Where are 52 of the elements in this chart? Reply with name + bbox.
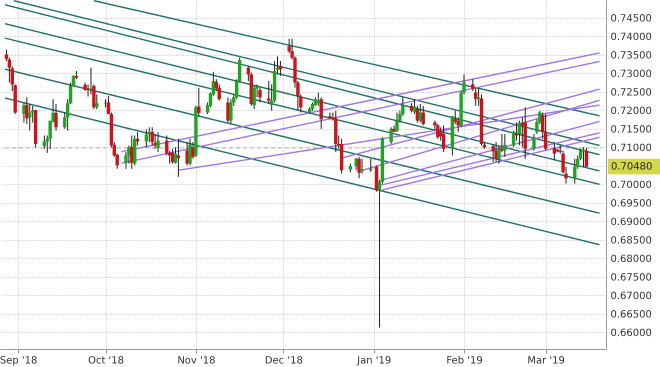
candlestick [518, 120, 522, 146]
candlestick [95, 94, 99, 110]
y-tick-label: 0.68000 [610, 254, 652, 265]
candlestick [229, 98, 233, 124]
y-tick-label: 0.72000 [610, 106, 652, 117]
candlestick [136, 132, 140, 146]
y-tick-label: 0.66000 [610, 328, 652, 339]
candlestick [544, 113, 548, 152]
candlestick [130, 134, 134, 170]
y-tick-label: 0.71000 [610, 142, 652, 154]
candlestick [584, 148, 588, 168]
x-tick-label: Mar '19 [527, 356, 565, 366]
x-tick-label: Nov '18 [177, 356, 216, 366]
y-tick-label: 0.70000 [610, 180, 652, 191]
candlestick [28, 103, 32, 132]
candlestick [188, 138, 192, 166]
candlestick [176, 138, 180, 178]
candlestick [150, 126, 154, 146]
x-tick-label: Jan '19 [356, 356, 392, 366]
candlestick [573, 158, 576, 184]
y-tick-label: 0.73500 [610, 50, 652, 62]
y-tick-label: 0.67500 [610, 272, 652, 284]
candlestick [436, 123, 440, 140]
candlestick [360, 158, 364, 174]
candlestick [144, 129, 148, 148]
y-tick-label: 0.66500 [610, 309, 652, 320]
candlestick [503, 133, 507, 158]
x-tick-label: Sep '18 [0, 356, 38, 366]
candlestick [552, 142, 556, 161]
y-tick-label: 0.74500 [610, 13, 652, 24]
candlestick [491, 143, 495, 163]
candlestick [278, 60, 282, 76]
y-tick-label: 0.68500 [610, 235, 652, 246]
candlestick [389, 126, 393, 144]
candlestick [42, 134, 46, 150]
y-tick-label: 0.71500 [610, 124, 652, 136]
candlestick [320, 96, 323, 130]
x-tick-label: Feb '19 [446, 356, 483, 366]
y-tick-label: 0.69000 [610, 216, 652, 228]
y-tick-label: 0.74000 [610, 32, 652, 43]
candlestick [86, 84, 90, 98]
text: 0.70480 [611, 162, 652, 173]
y-tick-label: 0.67000 [610, 290, 652, 302]
candlestick [442, 124, 446, 153]
y-tick-label: 0.69500 [610, 198, 652, 210]
candlestick [494, 142, 498, 163]
x-tick-label: Dec '18 [264, 356, 303, 366]
candlestick [357, 156, 361, 179]
y-tick-label: 0.73000 [610, 68, 652, 80]
x-tick-label: Oct '18 [88, 356, 124, 366]
candlestick [422, 105, 425, 126]
y-tick-label: 0.72500 [610, 87, 652, 98]
